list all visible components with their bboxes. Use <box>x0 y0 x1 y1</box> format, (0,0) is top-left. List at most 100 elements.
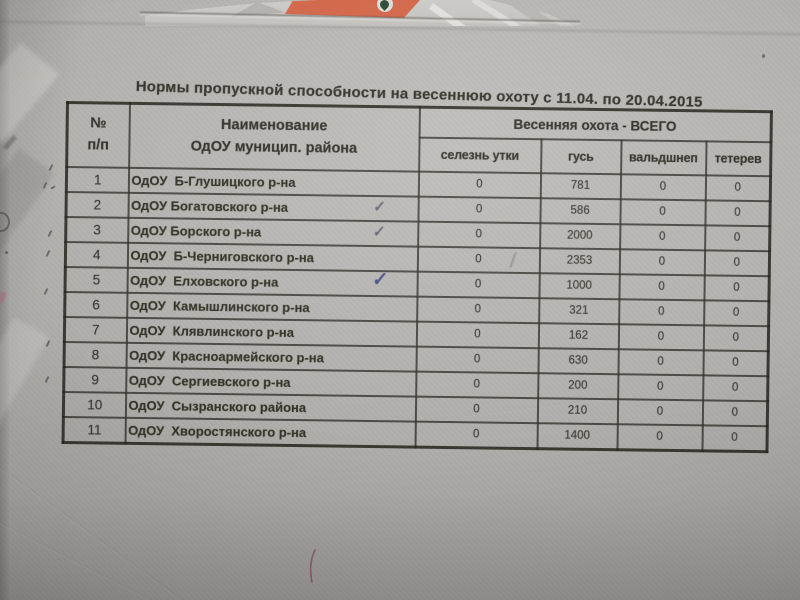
value-cell: 0 <box>617 349 704 376</box>
column-header-woodcock: вальдшнеп <box>620 140 707 176</box>
column-header-num: № п/п <box>66 102 130 168</box>
district-name-text: ОдОУ Клявлинского р-на <box>129 322 295 341</box>
value-cell: 781 <box>540 173 621 200</box>
district-name-text: ОдОУ Сергиевского р-на <box>128 372 291 390</box>
value-cell: 0 <box>703 300 769 327</box>
header-name-line1: Наименование <box>220 117 328 135</box>
district-name: ОдОУ Б-Глушицкого р-на <box>128 167 419 197</box>
paper-crease <box>0 452 215 600</box>
value-cell: 1400 <box>536 423 618 450</box>
header-num-line1: № <box>90 115 107 132</box>
pen-mark <box>44 375 50 384</box>
district-name: ОдОУ Б-Черниговского р-на <box>127 242 418 272</box>
district-name-text: ОдОУ Борского р-на <box>130 222 262 240</box>
value-cell: 210 <box>537 398 618 425</box>
district-name: ОдОУ Елховского р-на ✓ <box>126 267 418 297</box>
header-name-line2: ОдОУ муницип. района <box>190 138 358 157</box>
district-name: ОдОУ Борского р-на ✓ <box>127 217 418 247</box>
handwritten-checkmark: ✓ <box>372 197 387 215</box>
value-cell: 0 <box>702 350 769 377</box>
value-cell: 2353 <box>539 248 620 275</box>
district-name: ОдОУ Сергиевского р-на <box>125 367 416 397</box>
column-header-drake-duck: селезнь утки <box>418 137 542 174</box>
pen-mark <box>50 185 56 190</box>
district-name-text: ОдОУ Б-Черниговского р-на <box>130 247 315 266</box>
row-number: 8 <box>64 341 127 368</box>
norms-table: № п/п Наименование ОдОУ муницип. района … <box>61 101 773 454</box>
table-body: 1 ОдОУ Б-Глушицкого р-на 0 781 0 0 2 ОдОУ Богат… <box>63 167 771 452</box>
district-name: ОдОУ Красноармейского р-на <box>126 342 417 372</box>
value-cell: 0 <box>703 275 770 302</box>
value-cell: 0 <box>704 250 770 277</box>
value-cell: 0 <box>619 224 705 251</box>
row-number: 3 <box>65 217 128 243</box>
value-cell: 1000 <box>538 273 620 300</box>
value-cell: 0 <box>617 399 703 426</box>
district-name: ОдОУ Клявлинского р-на <box>126 317 417 347</box>
ink-speck <box>762 54 765 58</box>
value-cell: 630 <box>537 348 619 375</box>
value-cell: 0 <box>618 299 704 326</box>
value-cell: 200 <box>537 373 618 400</box>
value-cell: 0 <box>618 324 704 351</box>
pen-mark <box>47 229 53 238</box>
row-number: 9 <box>63 366 127 393</box>
district-name: ОдОУ Хворостянского р-на <box>125 417 416 448</box>
value-cell: 0 <box>620 174 706 201</box>
value-cell: 321 <box>538 298 619 325</box>
row-number: 2 <box>65 192 129 218</box>
value-cell: 0 <box>416 271 540 299</box>
value-cell: 0 <box>702 375 769 402</box>
value-cell: 0 <box>417 221 540 249</box>
pen-mark <box>43 287 49 296</box>
row-number: 7 <box>64 317 127 343</box>
header-row-1: № п/п Наименование ОдОУ муницип. района … <box>66 102 772 172</box>
row-number: 11 <box>63 416 126 444</box>
district-name: ОдОУ Камышлинского р-на <box>126 292 417 322</box>
table-wrapper: № п/п Наименование ОдОУ муницип. района … <box>61 101 773 454</box>
column-header-grouse: тетерев <box>705 141 772 177</box>
value-cell: 0 <box>616 424 703 451</box>
row-number: 1 <box>66 167 129 193</box>
value-cell: 0 <box>703 325 769 352</box>
district-name-text: ОдОУ Камышлинского р-на <box>129 297 310 316</box>
map-marker-icon <box>377 0 393 12</box>
district-name: ОдОУ Богатовского р-на ✓ <box>127 192 419 222</box>
handwritten-checkmark: ✓ <box>372 222 386 240</box>
pen-mark <box>45 249 51 258</box>
district-name-text: ОдОУ Сызранского района <box>128 397 307 416</box>
ink-dot <box>5 251 8 254</box>
value-cell: 162 <box>538 323 619 350</box>
value-cell: 0 <box>415 346 539 374</box>
district-name-text: ОдОУ Красноармейского р-на <box>129 347 325 366</box>
pen-mark <box>48 163 54 172</box>
red-pen-squiggle <box>309 549 316 583</box>
value-cell: 0 <box>704 200 771 227</box>
district-name: ОдОУ Сызранского района <box>125 392 416 422</box>
row-number: 4 <box>65 242 128 268</box>
row-number: 10 <box>63 391 126 418</box>
value-cell: 0 <box>416 321 539 349</box>
handwritten-checkmark: ✓ <box>371 268 390 290</box>
column-header-group: Весенняя охота - ВСЕГО <box>419 107 772 143</box>
underlying-paper-edge <box>0 42 60 144</box>
value-cell: 0 <box>617 374 703 401</box>
paper-crease <box>0 516 176 600</box>
district-name-text: ОдОУ Елховского р-на <box>130 272 279 290</box>
value-cell: 0 <box>619 249 705 276</box>
value-cell: 586 <box>539 198 621 225</box>
column-header-goose: гусь <box>540 139 622 175</box>
value-cell: 0 <box>704 225 770 252</box>
value-cell: 0 <box>417 196 541 224</box>
map-road <box>511 0 575 26</box>
header-num-line2: п/п <box>87 137 110 154</box>
district-name-text: ОдОУ Хворостянского р-на <box>128 422 307 441</box>
photo-left-edge <box>0 0 9 600</box>
value-cell: 0 <box>417 246 540 274</box>
value-cell: 0 <box>418 171 541 199</box>
value-cell: 0 <box>705 175 771 202</box>
value-cell: 0 <box>414 421 538 449</box>
value-cell: 0 <box>702 400 768 427</box>
value-cell: 0 <box>415 371 538 399</box>
